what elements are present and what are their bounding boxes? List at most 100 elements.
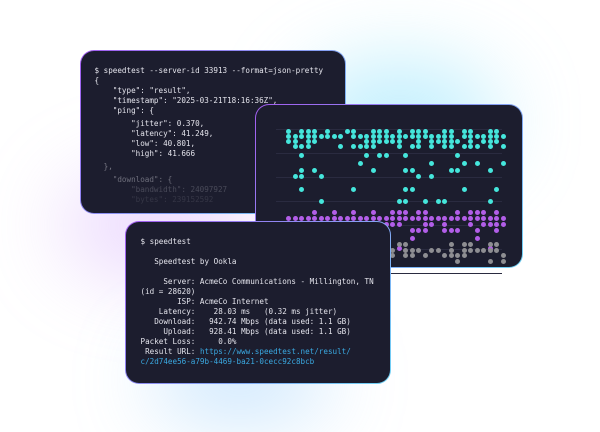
chart-dot — [448, 216, 454, 221]
chart-dot — [403, 210, 408, 215]
chart-dot — [351, 187, 356, 192]
chart-dot — [351, 129, 356, 134]
chart-dot — [318, 216, 324, 221]
chart-dot — [455, 253, 460, 258]
chart-dot — [383, 134, 389, 139]
chart-dot — [481, 134, 486, 139]
chart-dot — [351, 216, 356, 221]
chart-dot — [474, 228, 480, 233]
isp-line: ISP: AcmeCo Internet — [140, 296, 269, 306]
chart-dot — [455, 153, 460, 158]
chart-dot — [370, 139, 376, 144]
chart-dot — [409, 187, 415, 192]
chart-dot — [390, 222, 395, 227]
chart-dot — [357, 161, 363, 166]
json-line: }, — [94, 161, 113, 171]
chart-dot — [474, 134, 480, 139]
result-url-link-cont[interactable]: c/2d74ee56-a79b-4469-ba21-0cecc92c8bcb — [140, 356, 315, 366]
chart-dot — [494, 228, 499, 233]
chart-dot — [500, 144, 506, 149]
chart-dot — [403, 134, 408, 139]
chart-dot — [403, 187, 408, 192]
chart-dot — [494, 129, 499, 134]
chart-dot — [396, 210, 402, 215]
chart-dot — [494, 242, 499, 247]
chart-dot — [305, 216, 311, 221]
chart-dot — [416, 174, 421, 179]
chart-dot — [396, 134, 402, 139]
chart-dot — [396, 216, 402, 221]
chart-dot — [429, 248, 434, 253]
chart-dot — [370, 216, 376, 221]
chart-dot — [461, 161, 467, 166]
chart-dot — [299, 187, 304, 192]
chart-dot — [409, 134, 415, 139]
chart-dot — [318, 199, 324, 204]
chart-dot — [448, 134, 454, 139]
chart-dot — [409, 248, 415, 253]
chart-dot — [468, 222, 473, 227]
chart-dot — [474, 144, 480, 149]
chart-dot — [500, 259, 506, 264]
chart-dot — [312, 139, 317, 144]
chart-dot — [442, 222, 447, 227]
result-url-label: Result URL: — [140, 346, 200, 356]
json-terminal-card: $ speedtest --server-id 33913 --format=j… — [80, 50, 346, 214]
chart-dot — [331, 210, 337, 215]
packet-loss-line: Packet Loss: 0.0% — [140, 336, 237, 346]
chart-dot — [370, 134, 376, 139]
chart-dot — [487, 139, 493, 144]
chart-dot — [416, 134, 421, 139]
chart-dot — [474, 216, 480, 221]
chart-dot — [487, 134, 493, 139]
json-line: "latency": 41.249, — [94, 128, 214, 138]
cli-terminal-card: $ speedtest Speedtest by Ookla Server: A… — [125, 221, 391, 384]
chart-dot — [500, 161, 506, 166]
chart-dot — [377, 129, 382, 134]
grid-line — [276, 273, 502, 274]
chart-dot — [416, 210, 421, 215]
chart-dot — [370, 210, 376, 215]
chart-dot — [312, 129, 317, 134]
json-line: "type": "result", — [94, 85, 191, 95]
grid-line — [276, 129, 502, 130]
chart-dot — [357, 216, 363, 221]
chart-dot — [286, 139, 291, 144]
chart-dot — [312, 216, 317, 221]
chart-dot — [429, 139, 434, 144]
chart-dot — [429, 222, 434, 227]
chart-dot — [396, 246, 402, 251]
result-url-link[interactable]: https://www.speedtest.net/result/ — [199, 346, 351, 356]
chart-dot — [442, 139, 447, 144]
chart-dot — [455, 139, 460, 144]
chart-dot — [312, 134, 317, 139]
chart-dot — [461, 187, 467, 192]
chart-dot — [422, 222, 428, 227]
chart-dot — [494, 187, 499, 192]
chart-dot — [338, 216, 343, 221]
chart-dot — [468, 248, 473, 253]
chart-dot — [487, 242, 493, 247]
chart-dot — [409, 144, 415, 149]
chart-dot — [422, 228, 428, 233]
chart-dot — [416, 139, 421, 144]
chart-dot — [461, 134, 467, 139]
chart-dot — [286, 129, 291, 134]
chart-dot — [448, 248, 454, 253]
json-line: "ping": { — [94, 105, 154, 115]
chart-dot — [370, 144, 376, 149]
json-line: "bandwidth": 24097927 — [94, 184, 228, 194]
chart-dot — [442, 144, 447, 149]
chart-dot — [396, 222, 402, 227]
chart-dot — [487, 144, 493, 149]
chart-dot — [429, 174, 434, 179]
chart-dot — [396, 129, 402, 134]
chart-dot — [318, 134, 324, 139]
chart-dot — [403, 216, 408, 221]
chart-dot — [409, 253, 415, 258]
chart-dot — [409, 129, 415, 134]
chart-dot — [474, 248, 480, 253]
chart-dot — [390, 134, 395, 139]
chart-dot — [487, 129, 493, 134]
chart-dot — [494, 139, 499, 144]
